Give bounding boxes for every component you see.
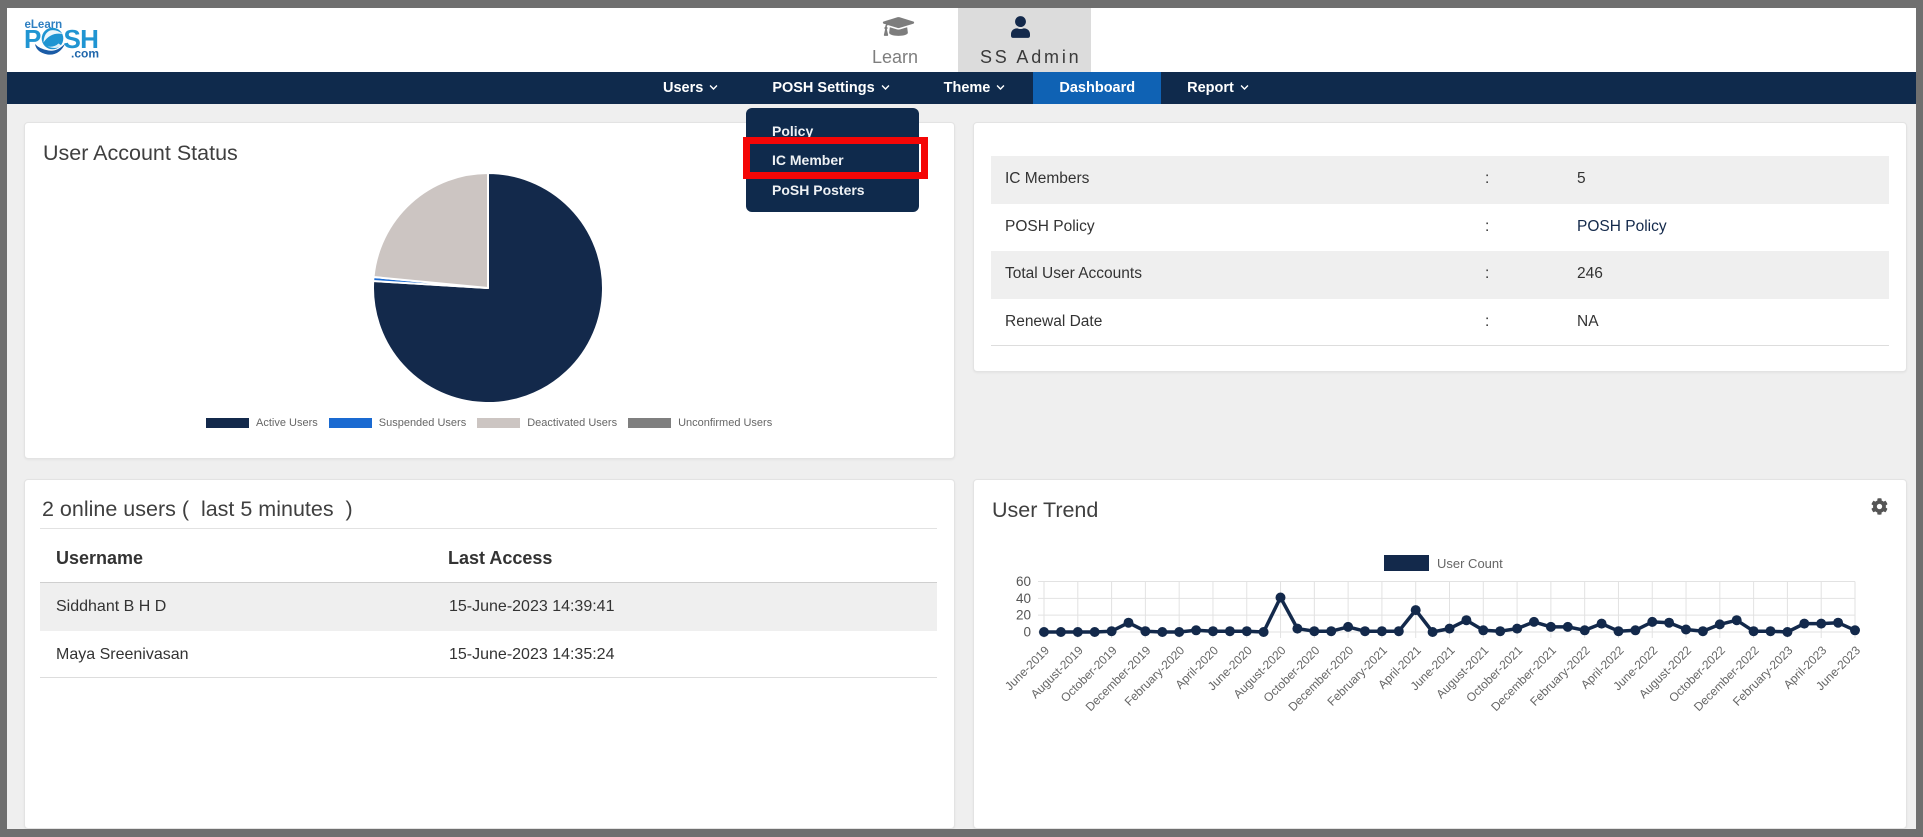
svg-text:20: 20 (1016, 608, 1031, 623)
svg-text:User Count: User Count (1437, 556, 1503, 571)
svg-text:SH: SH (64, 24, 99, 54)
svg-text:.com: .com (71, 47, 99, 61)
svg-text:40: 40 (1016, 591, 1031, 606)
svg-text:0: 0 (1023, 625, 1031, 640)
svg-text:60: 60 (1016, 574, 1031, 589)
